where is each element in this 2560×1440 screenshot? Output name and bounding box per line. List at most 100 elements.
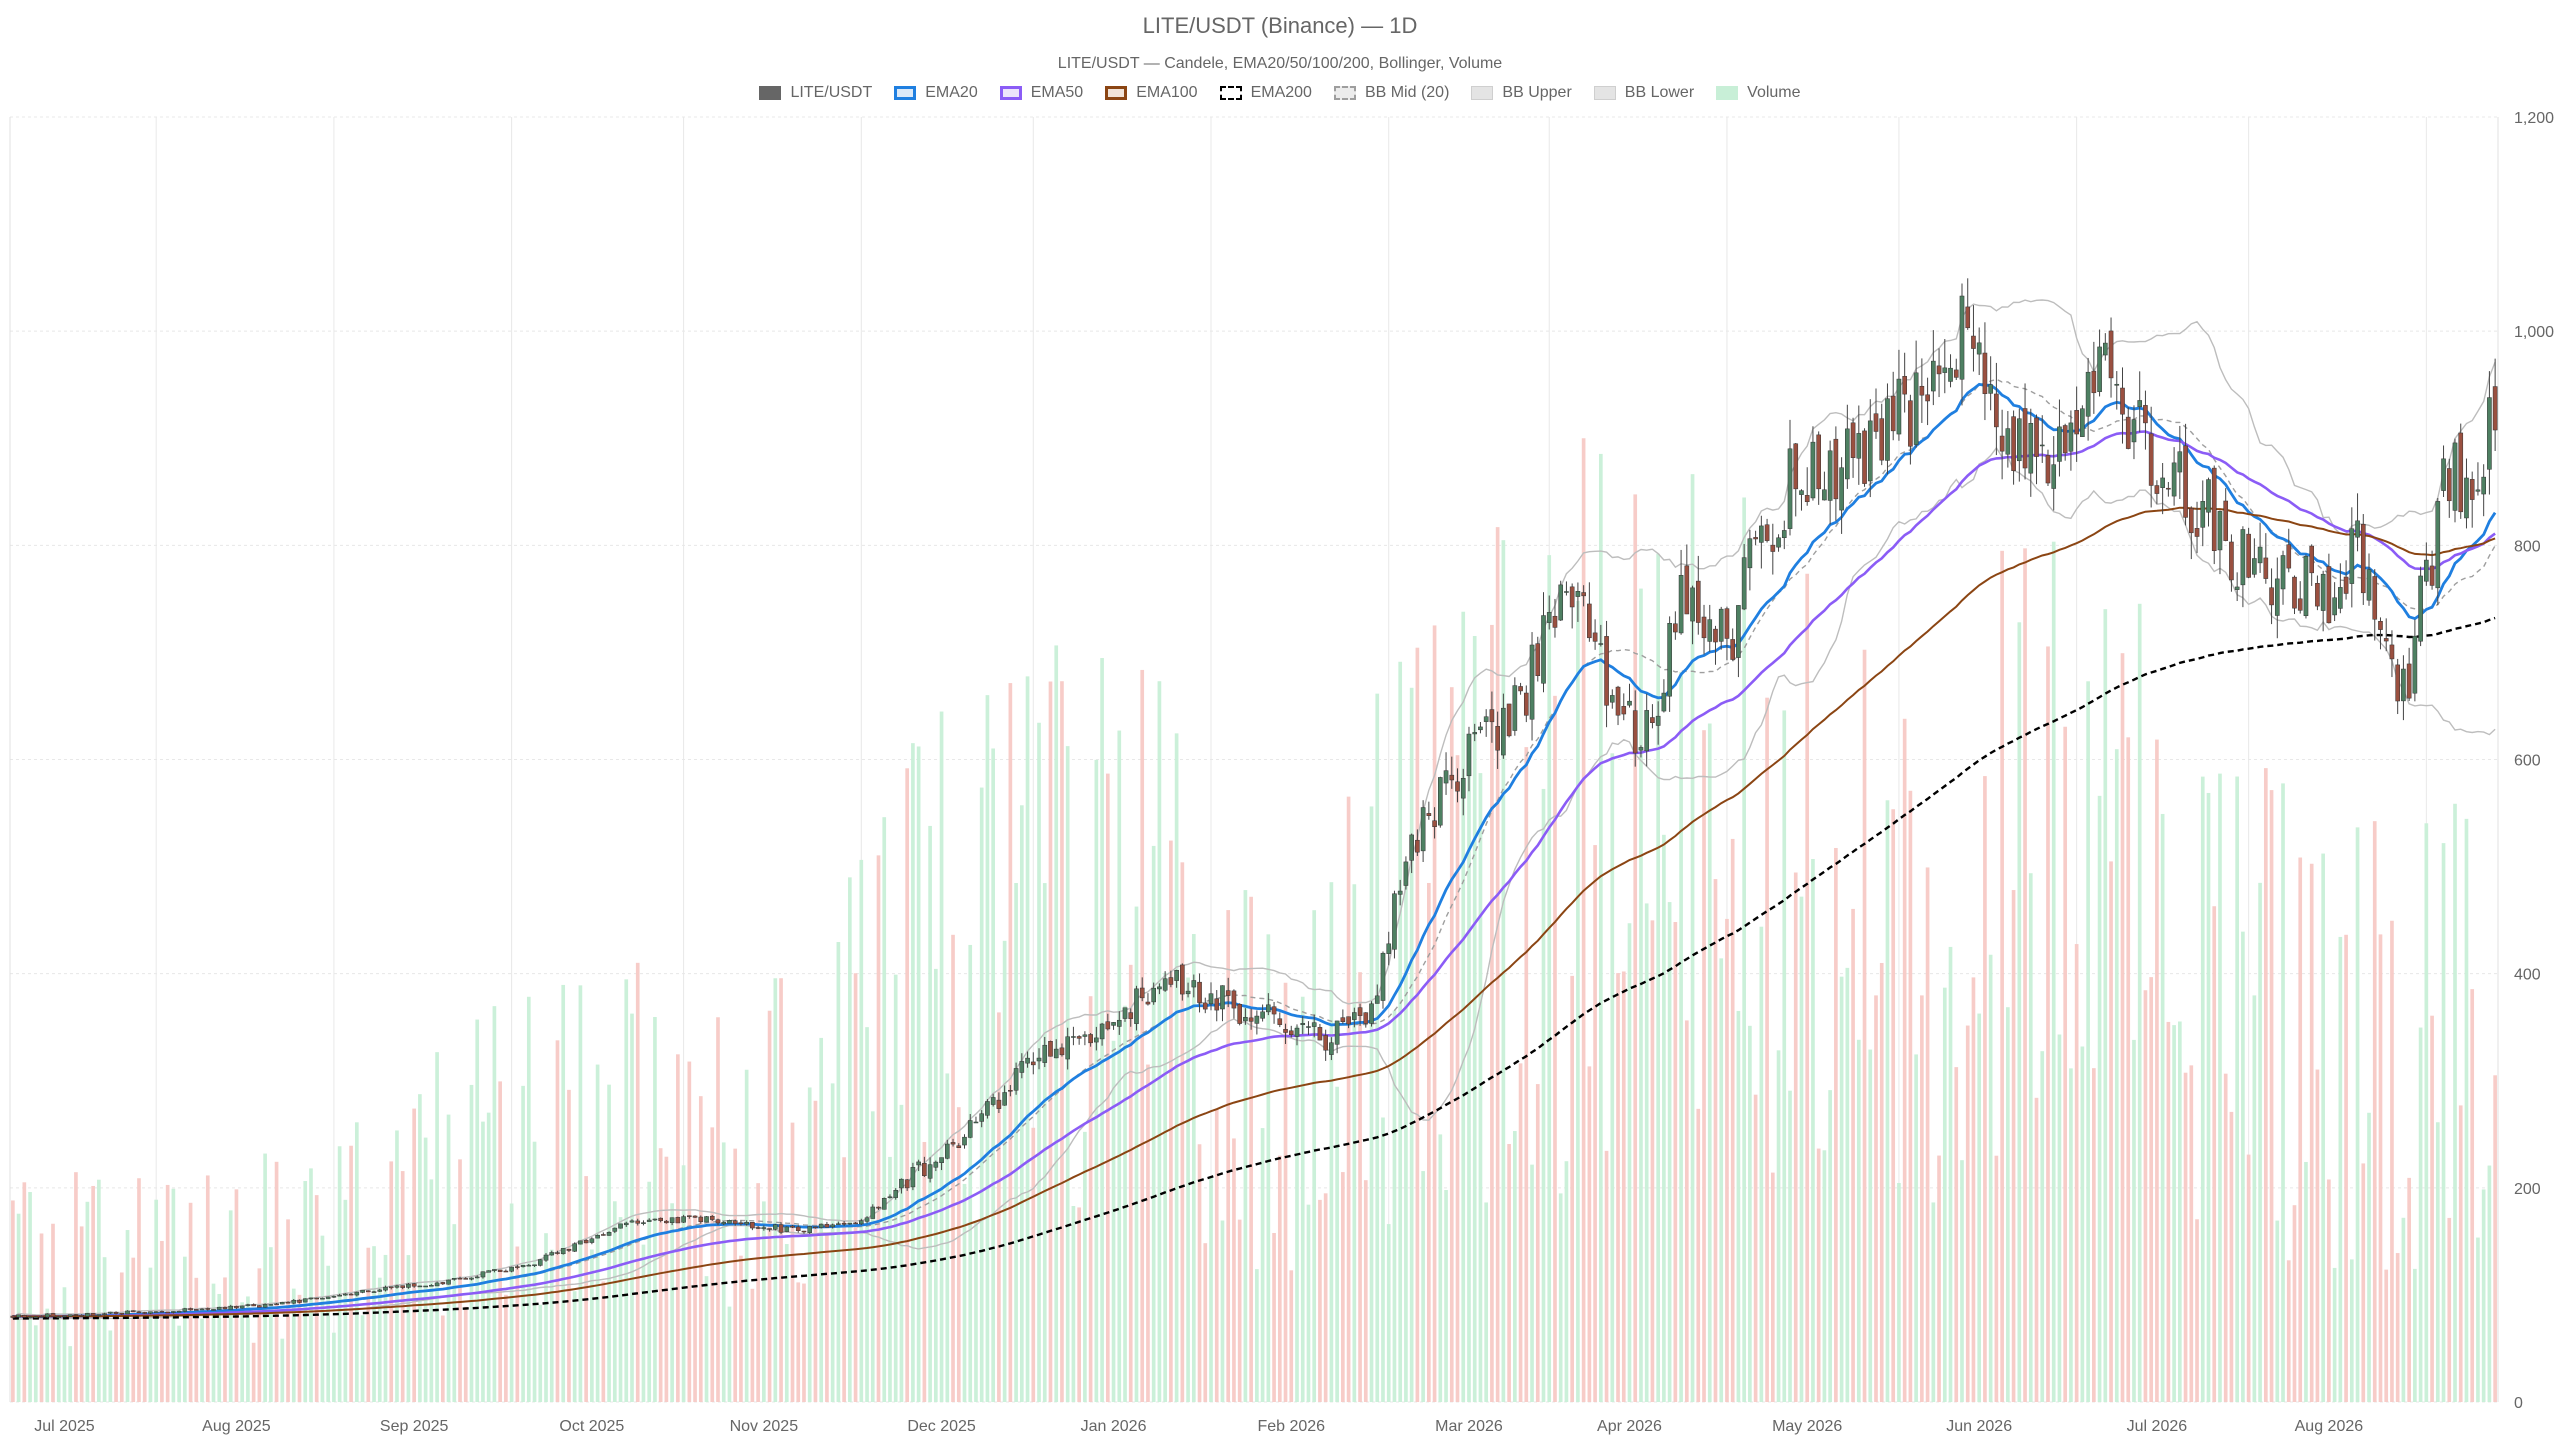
candle-body — [1931, 360, 1936, 392]
volume-bar — [2401, 1217, 2406, 1402]
candle-body — [2332, 597, 2337, 616]
candle-body — [1386, 943, 1392, 954]
legend-item[interactable]: EMA200 — [1219, 84, 1312, 102]
volume-bar — [1851, 908, 1855, 1402]
volume-bar — [309, 1168, 313, 1402]
candle — [2246, 527, 2251, 579]
candle-body — [841, 1223, 847, 1225]
volume-bar — [2424, 823, 2429, 1402]
legend-item[interactable]: Volume — [1716, 84, 1801, 102]
candle — [251, 1303, 256, 1307]
candle-body — [870, 1206, 876, 1219]
candle-body — [962, 1136, 967, 1146]
candle-body — [239, 1305, 245, 1309]
candle-body — [979, 1113, 985, 1122]
candle-body — [2005, 428, 2011, 455]
volume-bar — [1925, 867, 1930, 1402]
candle-body — [1392, 893, 1397, 950]
ema50-line — [12, 430, 2496, 1318]
candle — [1374, 984, 1380, 1004]
candle-body — [205, 1308, 211, 1310]
volume-bar — [526, 996, 531, 1402]
candle-body — [1099, 1023, 1105, 1040]
candle — [1225, 977, 1231, 1008]
volume-bar — [807, 1087, 812, 1402]
volume-bar — [291, 1288, 296, 1402]
volume-bar — [1535, 1084, 1540, 1402]
legend-item[interactable]: BB Upper — [1471, 84, 1572, 102]
candle — [1638, 745, 1644, 758]
candle-body — [1254, 1015, 1260, 1024]
volume-bar — [2447, 1217, 2452, 1402]
legend-item[interactable]: EMA100 — [1105, 84, 1198, 102]
volume-bar — [836, 942, 841, 1402]
candle-body — [142, 1312, 148, 1314]
candle-body — [153, 1311, 159, 1313]
candle — [492, 1269, 497, 1273]
volume-bar — [521, 1085, 525, 1402]
candle-body — [394, 1285, 400, 1288]
legend-item[interactable]: EMA20 — [894, 84, 978, 102]
candle-body — [641, 1222, 646, 1224]
candle-body — [773, 1224, 778, 1230]
candle-body — [1919, 385, 1925, 396]
candle — [784, 1226, 790, 1233]
candle-body — [1466, 733, 1472, 777]
candle — [1346, 1016, 1351, 1029]
volume-bar — [1128, 964, 1133, 1402]
candle-body — [119, 1312, 125, 1315]
candle-body — [652, 1218, 658, 1221]
candle — [1558, 580, 1564, 621]
candle-body — [1094, 1037, 1099, 1043]
candle-body — [130, 1310, 136, 1312]
candle — [1025, 1051, 1030, 1068]
volume-bar — [1300, 996, 1305, 1402]
legend-item[interactable]: EMA50 — [999, 84, 1083, 102]
candle-body — [990, 1097, 996, 1105]
candle — [2326, 553, 2332, 624]
volume-bar — [601, 1281, 606, 1402]
legend-label: BB Lower — [1624, 84, 1695, 101]
candle-body — [1552, 615, 1558, 628]
volume-bar — [1811, 859, 1815, 1402]
candle — [910, 1162, 916, 1191]
candle-body — [165, 1311, 170, 1314]
volume-bar — [956, 1107, 961, 1402]
candle — [916, 1159, 921, 1172]
volume-bar — [1765, 697, 1769, 1402]
volume-bar — [2275, 1220, 2280, 1402]
candle-body — [606, 1232, 612, 1236]
candle — [1191, 974, 1197, 998]
candle-body — [2366, 569, 2372, 601]
candle — [612, 1227, 618, 1234]
volume-bar — [578, 985, 583, 1402]
candle — [274, 1302, 279, 1306]
volume-bar — [1438, 1134, 1443, 1402]
candle-body — [1592, 632, 1598, 642]
legend-item[interactable]: BB Mid (20) — [1333, 84, 1449, 102]
candle-body — [480, 1271, 486, 1278]
candle-body — [44, 1313, 50, 1318]
volume-bar — [538, 1304, 543, 1402]
candle-body — [1071, 1036, 1076, 1038]
candle-body — [1334, 1020, 1340, 1045]
candle — [2229, 534, 2234, 592]
candle-body — [1879, 418, 1885, 461]
candle — [973, 1116, 979, 1124]
candle — [1684, 544, 1690, 615]
volume-bar — [2103, 609, 2108, 1402]
candle — [1890, 371, 1896, 441]
legend-item[interactable]: LITE/USDT — [759, 84, 872, 102]
volume-bar — [1799, 896, 1804, 1402]
candle-body — [732, 1220, 738, 1224]
candle — [1799, 489, 1804, 511]
candle — [1650, 704, 1655, 729]
candle — [400, 1285, 406, 1290]
legend-swatch — [999, 86, 1022, 100]
candle — [967, 1114, 973, 1139]
volume-bar — [1392, 1010, 1397, 1402]
candle — [658, 1217, 663, 1223]
candle — [2045, 449, 2051, 486]
volume-bar — [1788, 1090, 1792, 1402]
legend-item[interactable]: BB Lower — [1593, 84, 1695, 102]
